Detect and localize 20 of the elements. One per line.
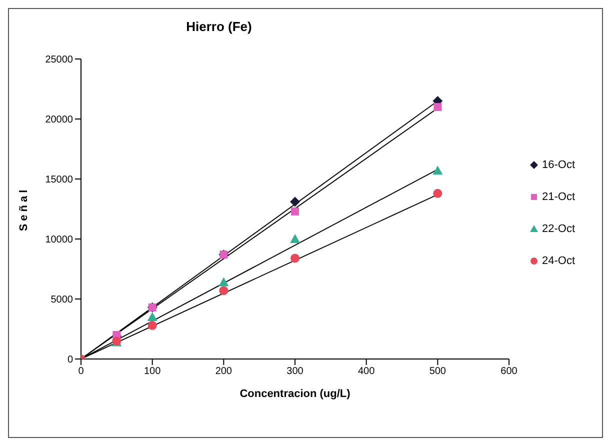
x-tick-label: 0 xyxy=(78,366,84,378)
x-tick-label: 200 xyxy=(215,366,232,378)
y-tick-label: 0 xyxy=(67,354,74,366)
y-tick-label: 5000 xyxy=(50,294,74,306)
y-tick-label: 15000 xyxy=(45,174,74,186)
chart-title: Hierro (Fe) xyxy=(185,19,253,34)
x-tick-label: 400 xyxy=(358,366,376,378)
x-tick-label: 300 xyxy=(286,366,304,378)
x-tick-label: 500 xyxy=(429,366,446,378)
legend-label: 21-Oct xyxy=(541,191,576,203)
legend-label: 16-Oct xyxy=(541,159,576,171)
x-tick-label: 600 xyxy=(500,366,518,378)
y-axis-title: Señal xyxy=(18,186,30,232)
y-tick-label: 25000 xyxy=(45,54,74,66)
x-tick-label: 100 xyxy=(144,366,162,378)
legend-label: 22-Oct xyxy=(541,223,576,235)
legend-label: 24-Oct xyxy=(541,255,576,267)
y-tick-label: 20000 xyxy=(45,114,74,126)
x-axis-title: Concentracion (ug/L) xyxy=(240,388,351,400)
y-tick-label: 10000 xyxy=(45,234,74,246)
